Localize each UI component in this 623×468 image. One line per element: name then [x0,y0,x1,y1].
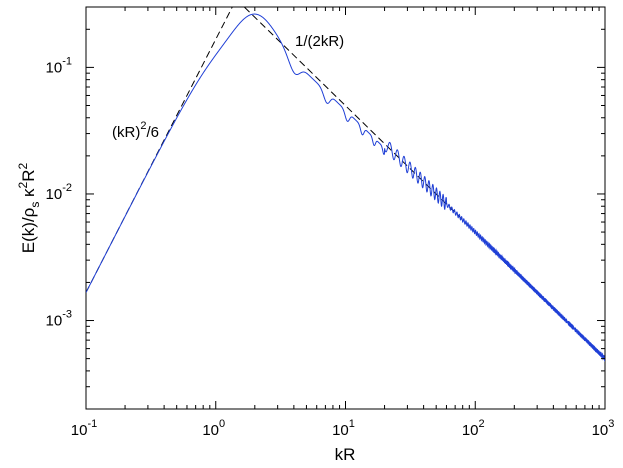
annotation-low-k: (kR)2/6 [112,120,159,141]
x-tick-label: 103 [592,418,615,439]
spectrum-line [86,13,605,362]
y-tick-label: 10-2 [46,182,72,203]
plot-frame [85,6,606,410]
y-axis-title: E(k)/ρs κ2R2 [16,162,42,253]
annotation-high-k: 1/(2kR) [295,33,344,50]
x-tick-label: 102 [462,418,485,439]
axis-ticks [85,6,606,410]
x-tick-label: 10-1 [71,418,97,439]
x-tick-label: 100 [202,418,225,439]
x-tick-label: 101 [332,418,355,439]
y-tick-label: 10-1 [46,55,72,76]
x-axis-title: kR [335,445,356,464]
y-tick-label: 10-3 [46,309,72,330]
tick-labels: 10-1 100 101 102 103 10-3 10-2 10-1 [46,55,615,439]
